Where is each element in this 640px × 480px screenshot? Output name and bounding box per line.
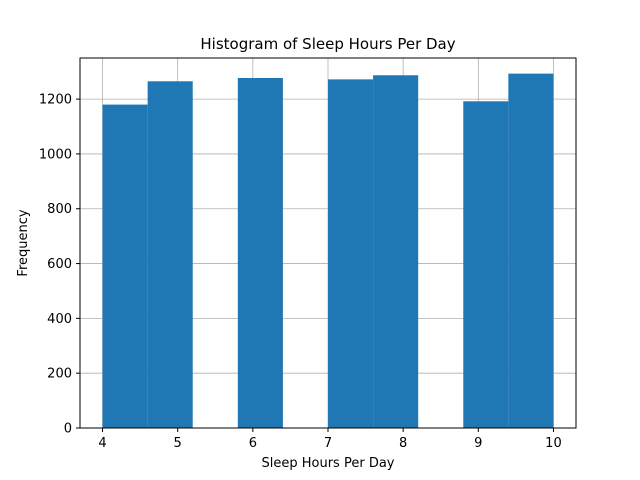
y-tick-label: 0 — [64, 422, 72, 437]
histogram-bar — [102, 104, 148, 428]
x-tick-label: 5 — [174, 436, 182, 451]
x-tick-label: 4 — [98, 436, 106, 451]
x-tick-label: 9 — [474, 436, 482, 451]
y-tick-label: 1200 — [39, 93, 72, 108]
y-tick-label: 200 — [47, 367, 72, 382]
y-axis-ticks: 0 200 400 600 800 1000 1200 — [39, 93, 80, 437]
chart-title: Histogram of Sleep Hours Per Day — [200, 35, 455, 53]
x-axis-label: Sleep Hours Per Day — [262, 456, 395, 471]
y-tick-label: 1000 — [39, 147, 72, 162]
bars-group — [102, 73, 554, 429]
histogram-bar — [237, 78, 283, 428]
x-tick-label: 10 — [545, 436, 562, 451]
histogram-bar — [508, 73, 554, 428]
histogram-bar — [373, 75, 419, 429]
x-tick-label: 6 — [249, 436, 257, 451]
x-axis-ticks: 4 5 6 7 8 9 10 — [98, 428, 562, 451]
histogram-bar — [463, 101, 509, 428]
x-tick-label: 7 — [324, 436, 332, 451]
y-tick-label: 600 — [47, 257, 72, 272]
histogram-bar — [147, 81, 193, 428]
y-tick-label: 400 — [47, 312, 72, 327]
y-axis-label: Frequency — [16, 209, 31, 276]
histogram-bar — [328, 79, 374, 428]
y-tick-label: 800 — [47, 202, 72, 217]
x-tick-label: 8 — [399, 436, 407, 451]
